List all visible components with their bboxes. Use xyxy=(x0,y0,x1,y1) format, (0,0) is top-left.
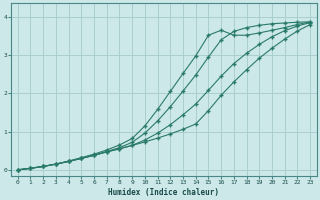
X-axis label: Humidex (Indice chaleur): Humidex (Indice chaleur) xyxy=(108,188,220,197)
